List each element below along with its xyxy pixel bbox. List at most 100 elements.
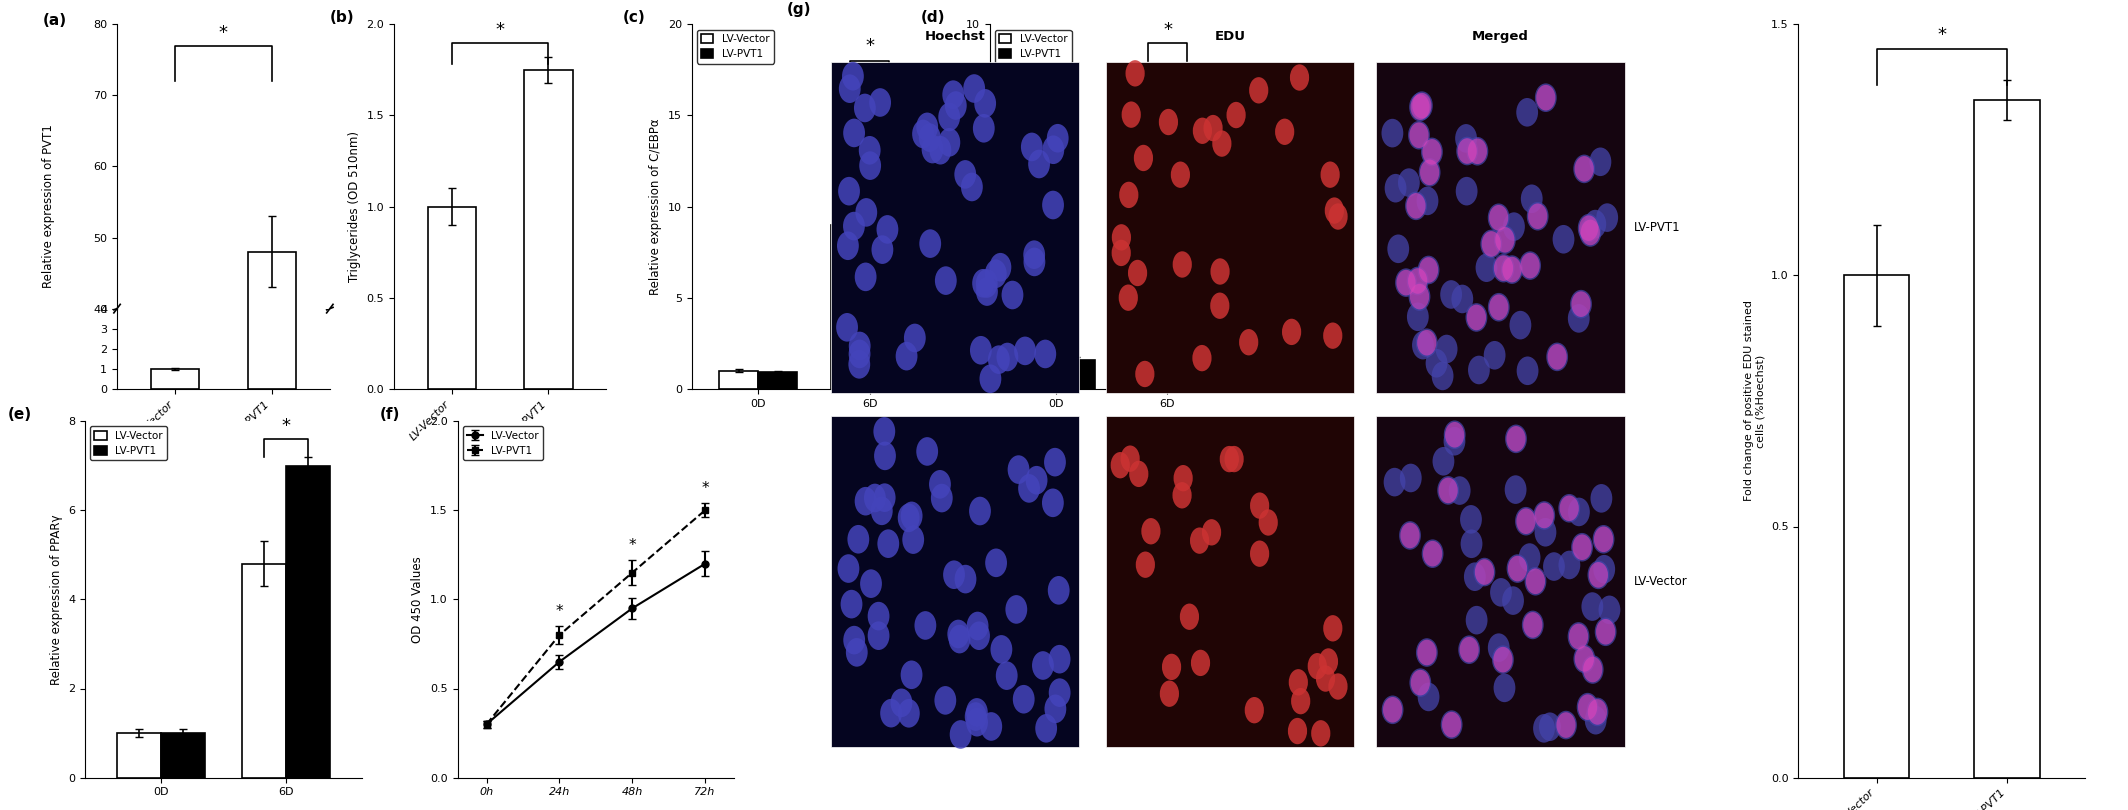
Ellipse shape xyxy=(1141,518,1160,544)
Ellipse shape xyxy=(1522,611,1543,639)
Ellipse shape xyxy=(1502,212,1526,241)
Ellipse shape xyxy=(1043,488,1064,517)
Ellipse shape xyxy=(1121,446,1141,472)
Text: (d): (d) xyxy=(921,10,945,25)
Ellipse shape xyxy=(996,661,1017,690)
Ellipse shape xyxy=(1249,492,1268,518)
Ellipse shape xyxy=(1449,476,1470,505)
Ellipse shape xyxy=(1413,93,1432,118)
Ellipse shape xyxy=(1409,268,1428,294)
Ellipse shape xyxy=(1224,446,1243,472)
Ellipse shape xyxy=(1439,478,1458,503)
Ellipse shape xyxy=(1502,257,1522,283)
Ellipse shape xyxy=(1575,646,1594,671)
Ellipse shape xyxy=(1594,617,1617,646)
Ellipse shape xyxy=(1275,118,1294,145)
Ellipse shape xyxy=(1034,339,1055,369)
Legend: LV-Vector, LV-PVT1: LV-Vector, LV-PVT1 xyxy=(994,29,1073,63)
Ellipse shape xyxy=(843,626,866,654)
Ellipse shape xyxy=(1581,220,1600,245)
Text: (a): (a) xyxy=(43,13,66,28)
Ellipse shape xyxy=(1315,665,1334,692)
Ellipse shape xyxy=(875,484,896,512)
Bar xyxy=(247,252,296,593)
Ellipse shape xyxy=(1319,648,1339,675)
Ellipse shape xyxy=(977,277,998,306)
Ellipse shape xyxy=(1590,562,1609,588)
Ellipse shape xyxy=(1556,712,1575,738)
Ellipse shape xyxy=(1134,145,1153,171)
Ellipse shape xyxy=(1387,234,1409,263)
Ellipse shape xyxy=(1194,117,1213,144)
Ellipse shape xyxy=(1568,304,1590,333)
Ellipse shape xyxy=(1409,668,1432,697)
Bar xyxy=(117,733,160,778)
Ellipse shape xyxy=(853,94,877,122)
Ellipse shape xyxy=(1522,253,1541,279)
Ellipse shape xyxy=(1409,283,1430,311)
Ellipse shape xyxy=(1524,612,1543,637)
Ellipse shape xyxy=(1509,556,1528,582)
Ellipse shape xyxy=(1560,496,1579,521)
Ellipse shape xyxy=(1400,463,1422,492)
Ellipse shape xyxy=(1558,551,1581,579)
Ellipse shape xyxy=(1415,328,1439,357)
Ellipse shape xyxy=(1407,193,1426,219)
Ellipse shape xyxy=(919,123,941,152)
Ellipse shape xyxy=(1419,160,1439,185)
Legend: LV-Vector, LV-PVT1: LV-Vector, LV-PVT1 xyxy=(696,29,775,63)
Ellipse shape xyxy=(1173,251,1192,278)
Ellipse shape xyxy=(1570,290,1592,318)
Ellipse shape xyxy=(1519,544,1541,572)
Ellipse shape xyxy=(1290,64,1309,91)
Ellipse shape xyxy=(972,114,994,143)
Ellipse shape xyxy=(1590,484,1613,513)
Ellipse shape xyxy=(841,590,862,618)
Ellipse shape xyxy=(1515,507,1536,535)
Ellipse shape xyxy=(1575,156,1594,181)
FancyBboxPatch shape xyxy=(1107,62,1353,394)
Ellipse shape xyxy=(1045,694,1066,723)
Ellipse shape xyxy=(1547,344,1566,369)
Ellipse shape xyxy=(1526,569,1545,594)
Ellipse shape xyxy=(1219,446,1238,472)
Ellipse shape xyxy=(1536,85,1556,110)
FancyBboxPatch shape xyxy=(1377,416,1626,748)
FancyBboxPatch shape xyxy=(1377,62,1626,394)
Ellipse shape xyxy=(877,215,898,244)
Ellipse shape xyxy=(872,236,894,264)
Y-axis label: Relative expression of C/EBPα: Relative expression of C/EBPα xyxy=(649,118,662,295)
Ellipse shape xyxy=(1013,685,1034,714)
Ellipse shape xyxy=(1422,138,1443,166)
Ellipse shape xyxy=(860,136,881,164)
Bar xyxy=(287,466,330,778)
Legend: LV-Vector, LV-PVT1: LV-Vector, LV-PVT1 xyxy=(462,426,543,460)
Ellipse shape xyxy=(1381,119,1402,147)
Ellipse shape xyxy=(968,497,992,526)
Ellipse shape xyxy=(1468,139,1487,164)
Ellipse shape xyxy=(1509,311,1532,339)
Ellipse shape xyxy=(1024,248,1045,276)
Ellipse shape xyxy=(1034,714,1058,743)
Ellipse shape xyxy=(1458,635,1481,664)
Ellipse shape xyxy=(1596,203,1617,232)
Y-axis label: Relative expression of PPARγ: Relative expression of PPARγ xyxy=(49,514,62,684)
Text: *: * xyxy=(702,481,709,496)
Ellipse shape xyxy=(966,698,987,727)
Ellipse shape xyxy=(1522,185,1543,213)
Ellipse shape xyxy=(1015,337,1036,365)
Ellipse shape xyxy=(1287,718,1307,744)
Ellipse shape xyxy=(966,708,987,736)
Ellipse shape xyxy=(838,554,860,583)
Ellipse shape xyxy=(1409,122,1428,148)
Ellipse shape xyxy=(1507,426,1526,452)
Ellipse shape xyxy=(1026,466,1047,495)
Ellipse shape xyxy=(868,621,890,650)
Ellipse shape xyxy=(990,635,1013,663)
Ellipse shape xyxy=(1528,203,1547,229)
Ellipse shape xyxy=(890,688,913,717)
Ellipse shape xyxy=(1396,268,1417,297)
Ellipse shape xyxy=(1032,651,1053,680)
Text: *: * xyxy=(1164,21,1173,39)
Ellipse shape xyxy=(849,350,870,378)
